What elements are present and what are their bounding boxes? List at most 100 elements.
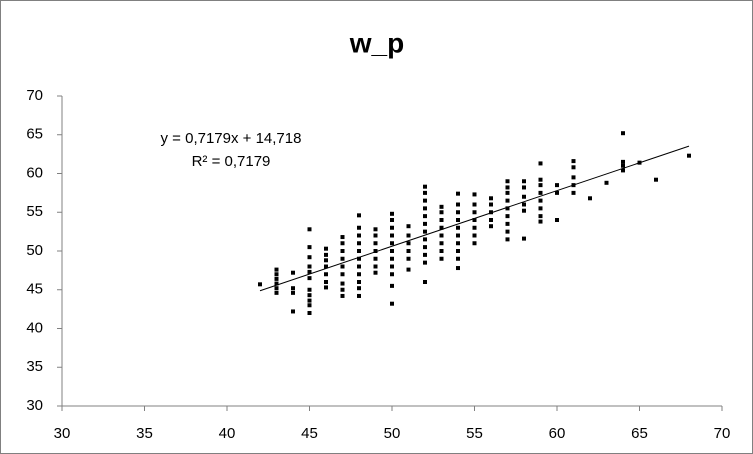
point	[555, 218, 559, 222]
point	[555, 183, 559, 188]
point	[505, 198, 510, 203]
point	[390, 218, 394, 222]
point	[324, 258, 328, 263]
point	[505, 221, 510, 226]
point	[423, 221, 427, 226]
point	[571, 165, 576, 170]
point	[538, 214, 543, 219]
point	[456, 233, 460, 238]
point	[390, 241, 394, 246]
point	[423, 252, 427, 257]
point	[406, 267, 411, 272]
point	[538, 183, 543, 188]
point	[538, 161, 543, 166]
point	[324, 264, 328, 269]
x-tick-label: 45	[301, 425, 318, 442]
point	[274, 286, 279, 291]
point	[307, 227, 312, 232]
y-tick-label: 70	[26, 87, 43, 104]
y-tick-label: 65	[26, 126, 43, 143]
point	[274, 272, 279, 277]
point	[489, 202, 493, 207]
point	[423, 198, 427, 203]
point	[621, 163, 625, 168]
point	[489, 218, 493, 222]
point	[406, 256, 411, 261]
y-tick-label: 55	[26, 203, 43, 220]
point	[357, 233, 361, 238]
point	[456, 191, 460, 196]
point	[472, 218, 477, 222]
point	[307, 255, 312, 260]
point	[571, 190, 576, 195]
y-tick-label: 35	[26, 358, 43, 375]
point	[291, 290, 295, 295]
point	[307, 298, 312, 303]
point	[423, 260, 427, 265]
y-tick-label: 30	[26, 397, 43, 414]
point	[456, 210, 460, 215]
point	[307, 303, 312, 308]
point	[423, 184, 427, 189]
point	[439, 225, 444, 230]
point	[423, 237, 427, 242]
point	[456, 225, 460, 230]
point	[423, 245, 427, 250]
point	[373, 256, 378, 261]
point	[340, 281, 345, 286]
point	[340, 264, 345, 269]
point	[324, 280, 328, 284]
point	[340, 241, 345, 246]
point	[522, 185, 526, 190]
point	[357, 286, 361, 291]
point	[307, 276, 312, 281]
x-tick-label: 35	[136, 425, 153, 442]
point	[324, 252, 328, 257]
point	[489, 224, 493, 229]
point	[538, 177, 543, 182]
point	[390, 264, 394, 269]
point	[654, 177, 658, 182]
x-tick-label: 60	[549, 425, 566, 442]
y-tick-label: 40	[26, 319, 43, 336]
x-tick-label: 50	[384, 425, 401, 442]
point	[456, 241, 460, 246]
y-tick-label: 50	[26, 242, 43, 259]
point	[390, 211, 394, 216]
point	[390, 249, 394, 253]
point	[357, 293, 361, 298]
point	[555, 190, 559, 195]
point	[472, 210, 477, 215]
point	[373, 241, 378, 246]
point	[456, 218, 460, 222]
point	[390, 256, 394, 261]
point	[307, 293, 312, 298]
point	[406, 224, 411, 229]
point	[357, 241, 361, 246]
point	[390, 233, 394, 238]
point	[291, 309, 295, 314]
point	[274, 267, 279, 272]
point	[571, 175, 576, 180]
point	[439, 241, 444, 246]
point	[406, 233, 411, 238]
point	[307, 264, 312, 269]
point	[439, 249, 444, 253]
point	[340, 293, 345, 298]
point	[456, 266, 460, 271]
point	[522, 202, 526, 207]
point	[373, 233, 378, 238]
point	[340, 235, 345, 240]
point	[522, 179, 526, 184]
point	[472, 233, 477, 238]
point	[340, 249, 345, 253]
point	[307, 269, 312, 274]
point	[505, 214, 510, 219]
point	[357, 225, 361, 230]
point	[291, 286, 295, 291]
point	[489, 196, 493, 201]
point	[357, 213, 361, 218]
point	[439, 218, 444, 222]
